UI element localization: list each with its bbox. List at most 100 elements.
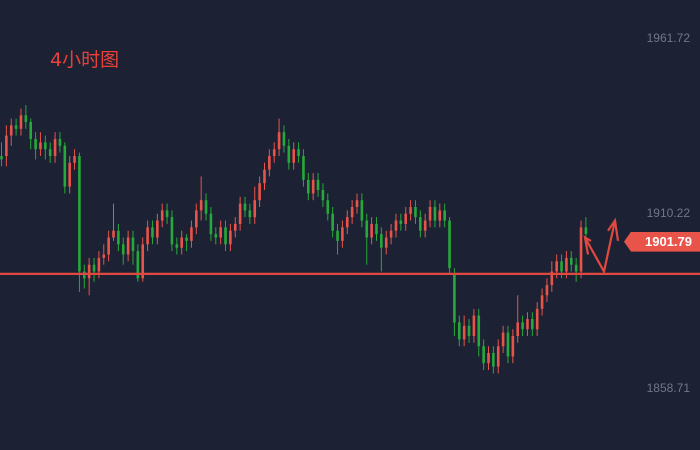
candle-down [248, 210, 252, 218]
candle-down [78, 156, 81, 272]
forecast-arrowhead-right [607, 217, 620, 242]
candle-up [487, 353, 490, 364]
candle-down [204, 200, 208, 214]
candle-down [321, 190, 325, 201]
candle-down [414, 207, 417, 218]
candle-up [394, 220, 398, 231]
candle-down [224, 227, 227, 245]
candle-up [39, 142, 42, 150]
candle-up [526, 319, 529, 330]
candle-up [238, 203, 242, 224]
candle-up [73, 156, 76, 163]
candle-down [185, 237, 188, 241]
candle-up [438, 210, 442, 221]
candle-up [268, 156, 271, 170]
candle-up [146, 227, 149, 245]
candle-up [462, 325, 466, 340]
candle-down [117, 230, 120, 245]
candle-up [404, 213, 408, 224]
candle-down [316, 179, 320, 190]
candle-up [565, 257, 568, 272]
candle-down [24, 115, 28, 122]
candle-up [5, 135, 8, 156]
candle-up [501, 332, 505, 347]
candle-down [209, 213, 213, 235]
candle-up [107, 237, 110, 255]
candle-up [545, 285, 549, 296]
candle-up [156, 220, 159, 238]
candle-down [375, 223, 378, 235]
candle-up [68, 162, 71, 187]
candle-down [380, 234, 383, 248]
candle-up [341, 227, 344, 241]
chart-title: 4小时图 [50, 49, 120, 71]
candle-up [199, 200, 203, 211]
candle-up [141, 244, 145, 279]
candle-down [326, 200, 330, 214]
candle-down [131, 237, 135, 252]
candle-up [511, 336, 515, 357]
candle-down [506, 332, 510, 357]
candle-down [297, 149, 300, 156]
current-price-tag: 1901.79 [624, 231, 700, 252]
candle-down [365, 220, 369, 238]
candle-down [14, 125, 18, 129]
current-price-label: 1901.79 [645, 233, 692, 249]
candle-down [453, 274, 456, 323]
candle-up [292, 149, 295, 163]
candle-down [0, 156, 3, 160]
candle-down [44, 142, 47, 150]
candle-down [165, 210, 169, 218]
candle-up [195, 210, 198, 228]
candle-down [151, 227, 154, 238]
candle-up [160, 210, 164, 221]
candle-up [277, 132, 281, 150]
candle-up [345, 217, 349, 228]
candle-up [253, 200, 257, 218]
candle-down [331, 213, 334, 231]
candle-down [482, 346, 485, 364]
y-tick-label-top: 1961.72 [646, 31, 690, 46]
candle-up [472, 315, 476, 336]
candle-up [53, 139, 57, 156]
candle-down [336, 230, 339, 241]
candle-down [170, 217, 174, 245]
candle-up [112, 230, 115, 238]
candle-up [87, 264, 91, 279]
candle-down [34, 139, 37, 150]
candle-down [492, 353, 495, 367]
candle-up [19, 115, 23, 129]
candle-up [233, 223, 237, 231]
candle-up [540, 295, 544, 309]
y-tick-label-middle: 1910.22 [646, 206, 690, 220]
candle-down [287, 145, 291, 163]
candle-down [560, 261, 563, 272]
candle-up [555, 261, 558, 272]
candle-down [282, 132, 286, 146]
candle-up [258, 183, 261, 201]
candle-up [102, 254, 106, 258]
candle-down [360, 200, 364, 221]
candle-down [448, 220, 451, 269]
candle-down [92, 264, 96, 272]
candle-up [219, 227, 222, 238]
candle-down [457, 322, 461, 340]
candle-down [29, 122, 33, 139]
candle-down [467, 325, 471, 336]
candle-down [399, 220, 403, 224]
candle-down [584, 227, 588, 235]
candle-down [243, 203, 247, 211]
candle-up [579, 227, 583, 272]
candle-up [384, 237, 388, 248]
candle-down [63, 145, 67, 187]
candle-down [419, 217, 422, 231]
candle-down [443, 210, 446, 221]
candle-down [433, 207, 437, 221]
candle-down [58, 139, 62, 146]
candle-down [569, 257, 573, 265]
candle-up [180, 237, 183, 248]
candle-up [229, 230, 232, 245]
candle-up [389, 230, 393, 238]
candle-down [175, 244, 179, 248]
